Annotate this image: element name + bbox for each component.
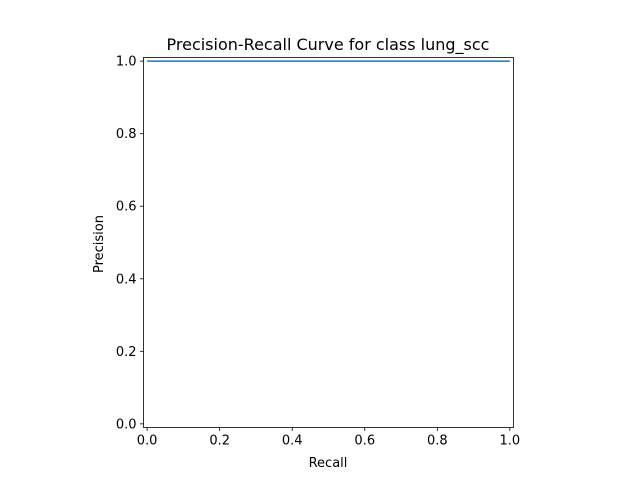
y-tick-label: 0.6 xyxy=(116,200,137,215)
x-tick-label: 0.2 xyxy=(209,434,230,449)
y-tick-label: 0.4 xyxy=(116,272,137,287)
y-tick-label: 0.2 xyxy=(116,345,137,360)
y-tick-label: 1.0 xyxy=(116,55,137,70)
y-tick-label: 0.8 xyxy=(116,127,137,142)
x-tick-label: 0.4 xyxy=(282,434,303,449)
x-tick-label: 0.0 xyxy=(137,434,158,449)
chart-title: Precision-Recall Curve for class lung_sc… xyxy=(167,35,490,55)
axes-frame xyxy=(143,57,514,428)
y-tick-label: 0.0 xyxy=(116,417,137,432)
x-tick-label: 0.8 xyxy=(427,434,448,449)
x-tick-label: 1.0 xyxy=(500,434,521,449)
plot-area: 0.0 0.2 0.4 0.6 0.8 1.0 0.0 0.2 0.4 0.6 0.8 1.0 xyxy=(116,55,520,449)
x-tick-label: 0.6 xyxy=(354,434,375,449)
x-axis-label: Recall xyxy=(309,456,348,471)
y-axis-label: Precision xyxy=(92,215,107,273)
